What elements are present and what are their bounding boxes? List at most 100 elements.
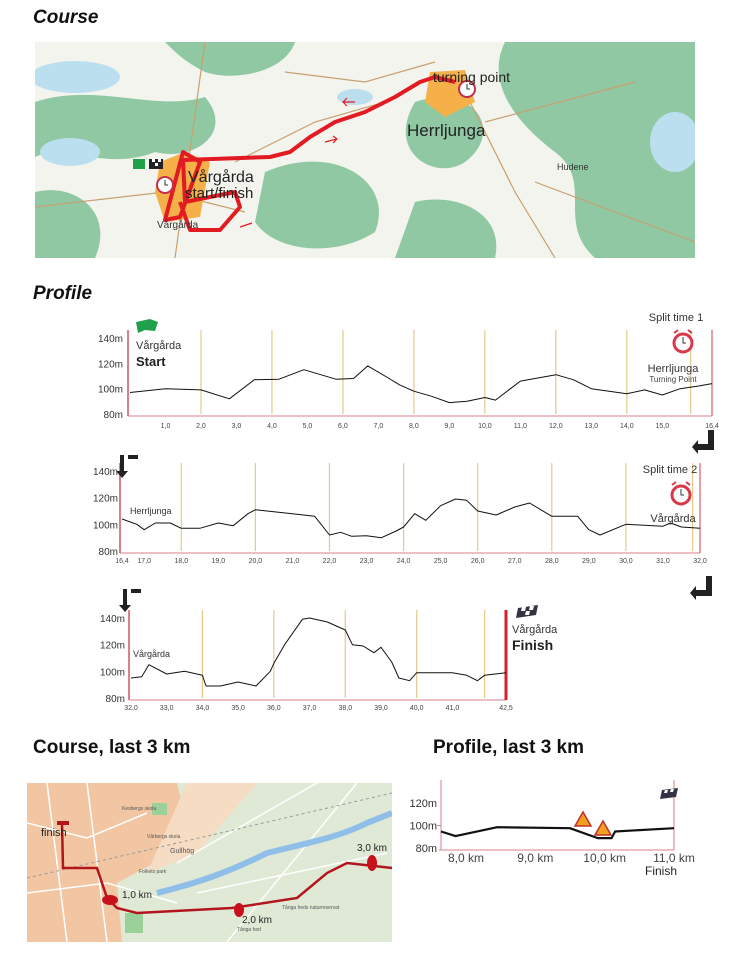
p2-split-label: Split time 2 — [643, 464, 697, 476]
roads — [35, 42, 695, 258]
turn-arrow-icon — [119, 589, 141, 612]
turn-arrow-icon — [690, 576, 712, 600]
warning-sign-icon — [593, 819, 613, 836]
y-tick-label: 80m — [99, 547, 118, 558]
course-map: turning point Herrljunga Vårgårda start/… — [35, 42, 695, 258]
y-tick-label: 140m — [100, 614, 125, 625]
course-route — [163, 75, 456, 232]
elevation-line — [129, 365, 713, 404]
p3-finish-label: Finish — [512, 637, 553, 653]
turn-arrow-icon — [116, 455, 138, 478]
x-tick-label: 36,0 — [267, 705, 281, 712]
x-tick-label: 38,0 — [338, 705, 352, 712]
x-tick-label: 15,0 — [656, 423, 670, 430]
forest-areas — [35, 42, 695, 258]
km2-label: 2,0 km — [242, 915, 272, 926]
y-tick-label: 120m — [100, 641, 125, 652]
y-tick-label: 140m — [98, 334, 123, 345]
railway — [27, 792, 392, 879]
p1-turn-town: Herrljunga — [648, 363, 700, 375]
km-marker-3 — [367, 855, 377, 871]
p1-start-town: Vårgårda — [136, 340, 182, 352]
x-tick-label: 12,0 — [549, 423, 563, 430]
y-tick-label: 80m — [104, 410, 123, 421]
x-tick-label: 11,0 km — [653, 851, 695, 865]
turning-point-label: turning point — [433, 69, 510, 85]
x-tick-label: 41,0 — [446, 705, 460, 712]
x-tick-label: 3,0 — [232, 423, 242, 430]
stopwatch-icon — [156, 176, 174, 194]
x-tick-label: 11,0 — [514, 423, 527, 430]
start-flag-icon — [133, 159, 145, 169]
checkered-flag-icon — [660, 788, 678, 799]
x-tick-label: 31,0 — [656, 558, 670, 565]
hudene-label: Hudene — [557, 162, 589, 172]
x-tick-label: 40,0 — [410, 705, 424, 712]
sports-field — [125, 913, 143, 933]
p1-split-label: Split time 1 — [649, 312, 703, 324]
x-tick-label: 35,0 — [231, 705, 245, 712]
x-tick-label: 16,4 — [705, 423, 719, 430]
x-tick-label: 6,0 — [338, 423, 348, 430]
place-label: Gullhög — [170, 848, 194, 855]
park-area — [152, 803, 167, 815]
x-tick-label: 10,0 km — [583, 851, 626, 865]
checkered-flag-icon — [516, 605, 538, 618]
last3-route — [60, 822, 392, 915]
y-tick-label: 120m — [409, 798, 437, 810]
direction-arrows — [239, 97, 355, 228]
x-tick-label: 39,0 — [374, 705, 388, 712]
place-label: Tånga heds naturreservat — [282, 904, 340, 911]
km1-label: 1,0 km — [122, 890, 152, 901]
course-heading: Course — [33, 7, 99, 28]
x-tick-label: 16,4 — [115, 558, 129, 565]
profile-last3-heading: Profile, last 3 km — [433, 737, 585, 758]
x-tick-label: 1,0 — [161, 423, 171, 430]
place-label: Folkets park — [139, 869, 167, 875]
x-tick-label: 22,0 — [323, 558, 337, 565]
x-tick-label: 4,0 — [267, 423, 277, 430]
town-area-light — [147, 783, 257, 873]
finish-marker — [57, 821, 69, 825]
warning-sign-icon — [573, 810, 593, 827]
place-label: Kesbergs skola — [122, 806, 156, 812]
y-tick-label: 80m — [416, 843, 437, 855]
last3-map: finish 1,0 km 2,0 km 3,0 km Kesbergs sko… — [27, 783, 392, 942]
turn-arrow-icon — [692, 430, 714, 454]
river — [156, 810, 392, 896]
x-tick-label: 32,0 — [693, 558, 707, 565]
x-tick-label: 29,0 — [582, 558, 596, 565]
p3-town: Vårgårda — [133, 649, 170, 659]
y-tick-label: 140m — [93, 467, 118, 478]
y-tick-label: 80m — [106, 694, 125, 705]
y-tick-label: 100m — [409, 821, 437, 833]
lakes — [35, 61, 695, 172]
stopwatch-icon — [670, 481, 692, 506]
place-label: Tånga hed — [237, 926, 261, 933]
vargarda-label: Vårgårda — [188, 168, 254, 186]
elevation-line — [440, 826, 675, 840]
x-tick-label: 30,0 — [619, 558, 633, 565]
x-tick-label: 9,0 km — [517, 851, 553, 865]
km-marker-1 — [102, 895, 118, 905]
x-tick-label: 27,0 — [508, 558, 522, 565]
checkered-flag-icon — [149, 159, 163, 169]
p2-town: Herrljunga — [130, 506, 172, 516]
vargarda-small-label: Vårgårda — [157, 219, 199, 231]
x-tick-label: 8,0 — [409, 423, 419, 430]
p2-end-town: Vårgårda — [650, 513, 696, 525]
x-tick-label: 19,0 — [212, 558, 226, 565]
l3-finish-label: Finish — [645, 864, 677, 878]
x-tick-label: 25,0 — [434, 558, 448, 565]
x-tick-label: 24,0 — [397, 558, 411, 565]
herrljunga-label: Herrljunga — [407, 121, 486, 140]
streets — [27, 783, 388, 942]
x-tick-label: 26,0 — [471, 558, 485, 565]
y-tick-label: 120m — [93, 494, 118, 505]
place-label: Vårbergs skola — [147, 833, 181, 840]
stopwatch-icon — [458, 80, 476, 98]
x-tick-label: 21,0 — [286, 558, 300, 565]
finish-label: finish — [41, 827, 67, 839]
y-tick-label: 100m — [100, 667, 125, 678]
